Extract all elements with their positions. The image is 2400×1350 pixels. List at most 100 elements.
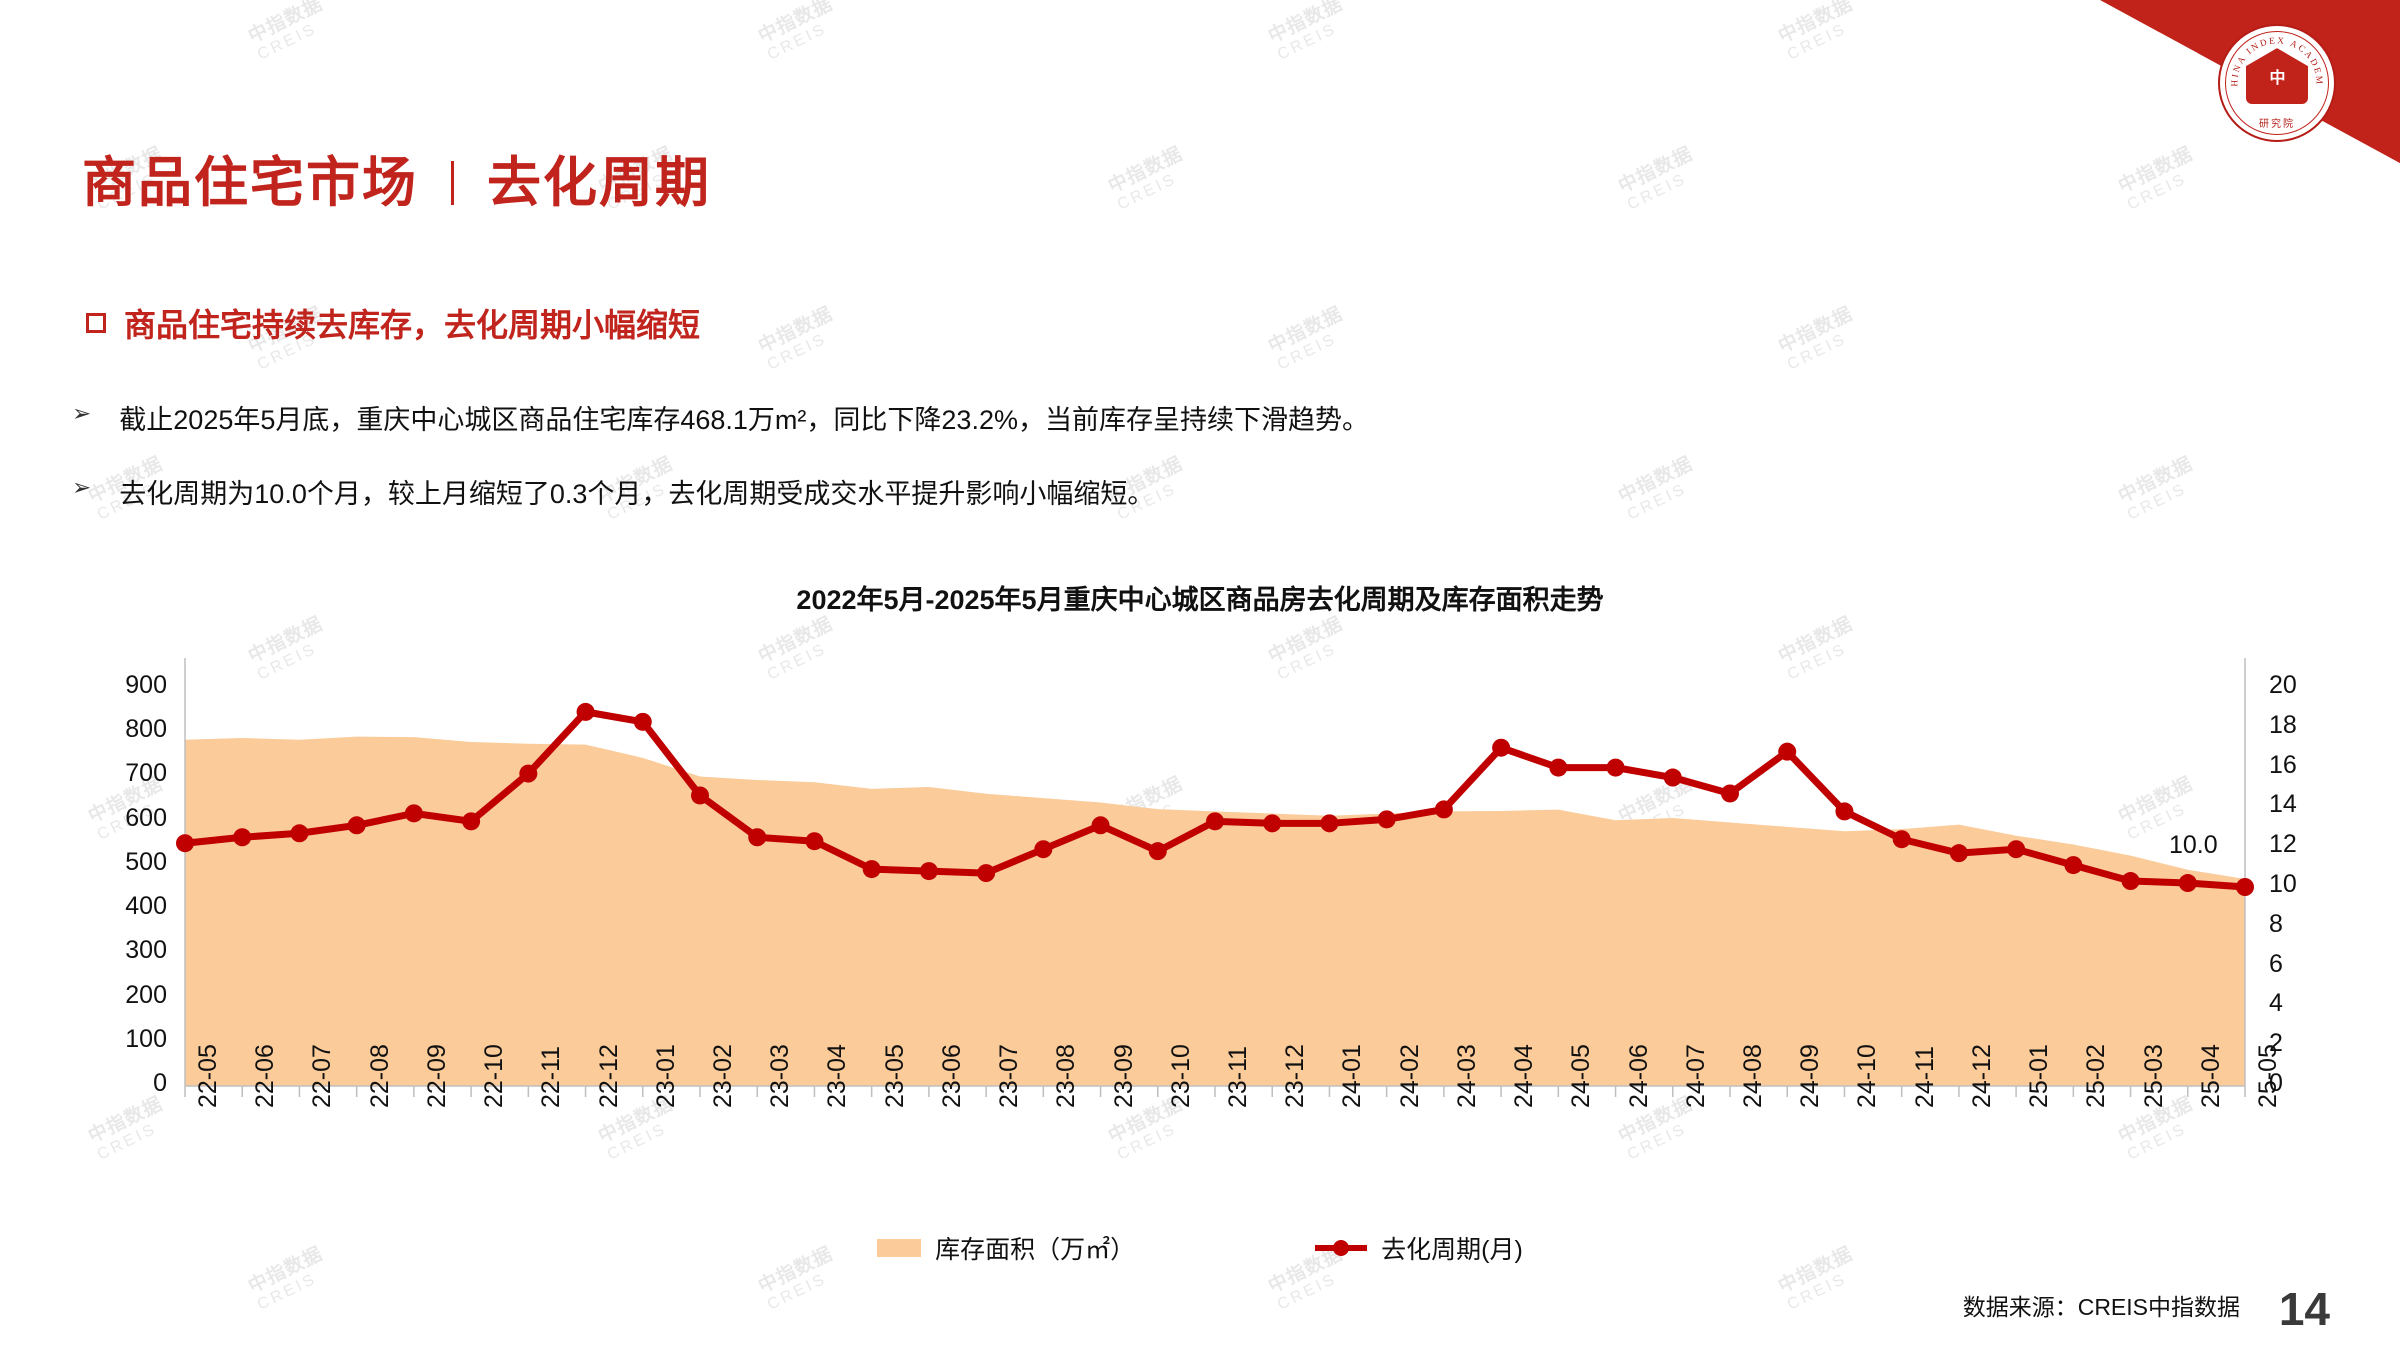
page-title-main: 商品住宅市场 [82,153,418,213]
legend-item-inventory: 库存面积（万㎡） [877,1230,1135,1266]
line-data-point [1721,784,1739,803]
line-data-point [2178,874,2197,893]
y-axis-right-tick-label: 4 [2269,989,2283,1018]
y-axis-right-tick-label: 20 [2269,671,2297,699]
x-axis-tick-label: 24-03 [1452,1044,1481,1108]
x-axis-tick-label: 24-02 [1395,1044,1424,1108]
arrow-bullet-icon: ➢ [72,400,92,426]
x-axis-tick-label: 25-04 [2196,1044,2225,1108]
y-axis-left-tick-label: 300 [125,936,167,965]
line-data-point [1492,738,1511,757]
bullet-text: 截止2025年5月底，重庆中心城区商品住宅库存468.1万m²，同比下降23.2… [119,405,1369,435]
line-data-point [2121,872,2140,891]
line-data-point [1377,810,1396,829]
x-axis-tick-label: 22-11 [537,1045,566,1108]
x-axis-tick-label: 25-03 [2139,1044,2168,1108]
y-axis-right-tick-label: 2 [2269,1029,2283,1058]
x-axis-tick-label: 24-11 [1910,1045,1939,1108]
line-data-point [2064,856,2083,875]
legend-item-cycle: 去化周期(月) [1315,1230,1523,1266]
x-axis-tick-label: 23-05 [880,1044,909,1108]
x-axis-tick-label: 23-03 [766,1044,795,1108]
x-axis-tick-label: 24-06 [1624,1044,1653,1108]
x-axis-tick-label: 25-05 [2254,1044,2282,1108]
x-axis-tick-label: 22-08 [365,1044,394,1108]
legend-label-cycle: 去化周期(月) [1381,1236,1523,1264]
bullet-item: ➢ 截止2025年5月底，重庆中心城区商品住宅库存468.1万m²，同比下降23… [72,398,1369,437]
logo-ring [2225,31,2329,135]
y-axis-right-tick-label: 0 [2269,1069,2283,1097]
x-axis-tick-label: 22-06 [251,1044,280,1108]
x-axis-tick-label: 25-01 [2025,1044,2054,1108]
legend-swatch-line-icon [1315,1245,1368,1251]
x-axis-tick-label: 22-10 [480,1044,509,1108]
section-heading: 商品住宅持续去库存，去化周期小幅缩短 [86,300,700,346]
page-title-sub: 去化周期 [487,153,712,213]
line-data-point [519,764,538,783]
line-data-point [1320,814,1339,833]
line-data-point [1091,816,1110,835]
x-axis-tick-label: 23-07 [995,1044,1024,1108]
chart-legend: 库存面积（万㎡） 去化周期(月) [0,1230,2400,1266]
y-axis-left-tick-label: 500 [125,847,167,876]
x-axis-tick-label: 23-09 [1109,1044,1138,1108]
x-axis-tick-label: 22-09 [422,1044,451,1108]
line-data-point [862,860,881,879]
y-axis-right-tick-label: 12 [2269,830,2297,859]
line-data-point [1606,758,1625,777]
x-axis-tick-label: 24-08 [1739,1044,1767,1108]
area-series-inventory [185,736,2245,1086]
y-axis-left-tick-label: 100 [125,1024,167,1053]
x-axis-tick-label: 24-09 [1796,1044,1825,1108]
x-axis-tick-label: 22-12 [594,1044,623,1108]
x-axis-tick-label: 23-04 [823,1044,852,1108]
x-axis-tick-label: 23-10 [1166,1044,1195,1108]
line-data-point [176,834,194,853]
legend-swatch-area-icon [877,1239,922,1257]
x-axis-tick-label: 24-10 [1853,1044,1882,1108]
x-axis-tick-label: 23-01 [651,1044,680,1108]
line-data-point [576,702,595,721]
line-data-point [462,812,481,831]
logo-bottom-text: 研究院 [2259,119,2295,130]
data-source-note: 数据来源：CREIS中指数据 [1962,1294,2240,1320]
y-axis-right-tick-label: 10 [2269,870,2297,898]
line-data-point [290,824,309,843]
y-axis-left-tick-label: 200 [125,980,167,1009]
x-axis-tick-label: 22-07 [308,1044,337,1108]
line-data-point [1034,840,1053,859]
line-data-point [1549,758,1568,777]
page-number: 14 [2278,1283,2330,1335]
line-data-point [2236,878,2254,896]
arrow-bullet-icon: ➢ [72,474,92,500]
section-heading-text: 商品住宅持续去库存，去化周期小幅缩短 [124,307,701,343]
line-data-point [1434,800,1453,819]
x-axis-tick-label: 24-07 [1681,1044,1710,1108]
logo-center-top: 中 [2269,70,2285,88]
y-axis-right-tick-label: 18 [2269,710,2297,739]
bullet-text: 去化周期为10.0个月，较上月缩短了0.3个月，去化周期受成交水平提升影响小幅缩… [119,479,1155,509]
x-axis-tick-label: 23-02 [709,1044,737,1108]
legend-label-inventory: 库存面积（万㎡） [935,1236,1136,1264]
y-axis-left-tick-label: 700 [125,759,167,788]
x-axis-tick-label: 24-05 [1567,1044,1596,1108]
x-axis-tick-label: 24-01 [1338,1044,1367,1108]
y-axis-left-tick-label: 900 [125,671,167,699]
x-axis-tick-label: 25-02 [2082,1044,2111,1108]
y-axis-right-tick-label: 6 [2269,949,2283,978]
line-data-point [1778,742,1797,761]
x-axis-tick-label: 24-04 [1510,1044,1539,1108]
data-point-label: 10.0 [2169,831,2218,859]
chart-title: 2022年5月-2025年5月重庆中心城区商品房去化周期及库存面积走势 [796,585,1604,615]
chart-canvas [0,650,2400,1290]
line-data-point [404,804,423,823]
